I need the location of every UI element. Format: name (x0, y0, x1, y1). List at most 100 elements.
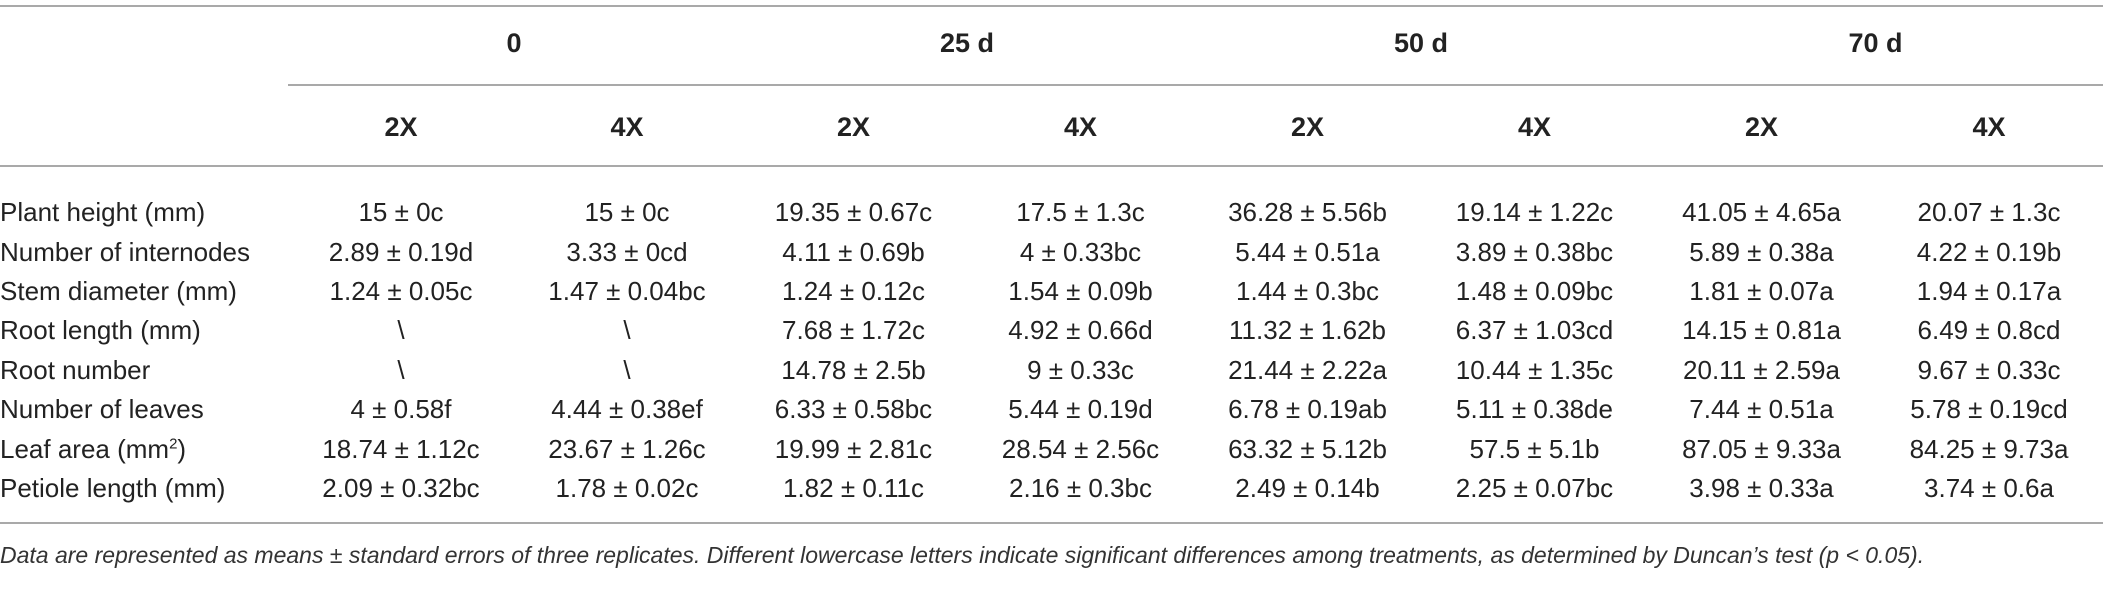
ploidy-header: 4X (1972, 112, 2006, 142)
table-cell: 3.74 ± 0.6a (1924, 472, 2054, 503)
table-cell: 1.94 ± 0.17a (1916, 275, 2062, 306)
table-cell: 6.33 ± 0.58bc (774, 394, 933, 425)
corner-cell (0, 86, 288, 169)
table-cell: 19.35 ± 0.67c (774, 197, 933, 228)
table-cell: 1.24 ± 0.05c (329, 275, 473, 306)
table-cell: 15 ± 0c (358, 197, 444, 228)
table-cell: 1.47 ± 0.04bc (548, 275, 706, 306)
table-cell: 14.78 ± 2.5b (781, 354, 926, 385)
row-label: Root length (mm) (0, 311, 288, 350)
table-cell: 14.15 ± 0.81a (1682, 315, 1841, 346)
row-label-suffix: ) (177, 433, 187, 464)
ploidy-header-row: 2X 4X 2X 4X 2X 4X 2X 4X (0, 86, 2103, 169)
table-body: Plant height (mm) 15 ± 0c 15 ± 0c 19.35 ± 0… (0, 193, 2103, 508)
table-cell: 5.44 ± 0.51a (1235, 236, 1380, 267)
table-cell: \ (397, 354, 405, 385)
table-cell: \ (623, 315, 631, 346)
table-cell: 19.14 ± 1.22c (1455, 197, 1614, 228)
table-bottom-rule (0, 522, 2103, 524)
table-cell: 5.89 ± 0.38a (1689, 236, 1834, 267)
row-label: Stem diameter (mm) (0, 272, 288, 311)
ploidy-header: 2X (836, 112, 871, 142)
table-cell: \ (623, 354, 631, 385)
table-cell: 21.44 ± 2.22a (1228, 354, 1387, 385)
time-header: 50 d (1393, 27, 1449, 58)
row-label-text: Petiole length (mm) (0, 472, 226, 503)
row-label-text: Root number (0, 354, 151, 385)
table-cell: 7.44 ± 0.51a (1689, 394, 1834, 425)
table-cell: 57.5 ± 5.1b (1469, 433, 1600, 464)
row-label-superscript: 2 (169, 434, 178, 452)
row-label: Number of internodes (0, 232, 288, 271)
table-cell: 1.44 ± 0.3bc (1236, 275, 1379, 306)
table-cell: 18.74 ± 1.12c (322, 433, 480, 464)
ploidy-header: 2X (384, 112, 418, 142)
table-cell: 1.24 ± 0.12c (782, 275, 925, 306)
table-cell: 4.92 ± 0.66d (1008, 315, 1153, 346)
table-cell: 20.07 ± 1.3c (1917, 197, 2061, 228)
table-row: Petiole length (mm) 2.09 ± 0.32bc 1.78 ± 0… (0, 469, 2103, 508)
table-cell: 41.05 ± 4.65a (1682, 197, 1841, 228)
row-label: Plant height (mm) (0, 193, 288, 232)
table-cell: 2.16 ± 0.3bc (1009, 472, 1152, 503)
table-row: Root number \ \ 14.78 ± 2.5b 9 ± 0.33c 21.44 … (0, 351, 2103, 390)
ploidy-header: 4X (1063, 112, 1098, 142)
row-label-text: Number of internodes (0, 236, 251, 267)
table-cell: 11.32 ± 1.62b (1229, 315, 1386, 346)
ploidy-header: 2X (1744, 112, 1779, 142)
table-cell: 20.11 ± 2.59a (1683, 354, 1840, 385)
ploidy-header: 4X (1517, 112, 1552, 142)
table-cell: 1.81 ± 0.07a (1689, 275, 1834, 306)
table-row: Leaf area (mm2) 18.74 ± 1.12c 23.67 ± 1.26… (0, 429, 2103, 468)
table-cell: 9.67 ± 0.33c (1917, 354, 2061, 385)
table-cell: 5.78 ± 0.19cd (1910, 394, 2068, 425)
table-cell: 7.68 ± 1.72c (782, 315, 925, 346)
corner-cell (0, 0, 288, 86)
table-cell: 19.99 ± 2.81c (774, 433, 933, 464)
table-cell: 5.11 ± 0.38de (1456, 394, 1613, 425)
time-header: 0 (506, 27, 522, 58)
table-cell: 23.67 ± 1.26c (548, 433, 706, 464)
table-cell: 17.5 ± 1.3c (1016, 197, 1145, 228)
table-row: Stem diameter (mm) 1.24 ± 0.05c 1.47 ± 0.0… (0, 272, 2103, 311)
table-cell: 5.44 ± 0.19d (1008, 394, 1153, 425)
table-cell: 2.25 ± 0.07bc (1455, 472, 1614, 503)
table-cell: 15 ± 0c (584, 197, 670, 228)
table-cell: 63.32 ± 5.12b (1228, 433, 1387, 464)
table-row: Number of internodes 2.89 ± 0.19d 3.33 ± 0… (0, 232, 2103, 271)
time-header-row: 0 25 d 50 d 70 d (0, 0, 2103, 86)
table-footnote: Data are represented as means ± standard… (0, 542, 1925, 568)
table-cell: 3.98 ± 0.33a (1689, 472, 1834, 503)
table-cell: 1.48 ± 0.09bc (1455, 275, 1614, 306)
row-label-text: Plant height (mm) (0, 197, 206, 228)
row-label: Petiole length (mm) (0, 469, 288, 508)
table-row: Number of leaves 4 ± 0.58f 4.44 ± 0.38ef 6.… (0, 390, 2103, 429)
table-cell: 2.89 ± 0.19d (328, 236, 474, 267)
table-cell: 1.82 ± 0.11c (783, 472, 924, 503)
time-header: 70 d (1848, 27, 1903, 58)
table-cell: 3.89 ± 0.38bc (1455, 236, 1614, 267)
table-cell: 36.28 ± 5.56b (1228, 197, 1387, 228)
row-label-text: Stem diameter (mm) (0, 275, 237, 306)
table-cell: 6.78 ± 0.19ab (1228, 394, 1387, 425)
table-cell: 6.49 ± 0.8cd (1917, 315, 2061, 346)
table-cell: 84.25 ± 9.73a (1909, 433, 2069, 464)
table-cell: 6.37 ± 1.03cd (1455, 315, 1614, 346)
spacer-row (0, 169, 2103, 193)
ploidy-header: 4X (610, 112, 644, 142)
row-label: Leaf area (mm2) (0, 429, 288, 468)
table-cell: 4 ± 0.58f (350, 394, 452, 425)
table-cell: 9 ± 0.33c (1027, 354, 1134, 385)
table-cell: \ (397, 315, 405, 346)
table-cell: 2.09 ± 0.32bc (322, 472, 480, 503)
table-cell: 87.05 ± 9.33a (1682, 433, 1841, 464)
header-bottom-rule (0, 165, 2103, 167)
table-cell: 4.44 ± 0.38ef (551, 394, 703, 425)
table-cell: 1.78 ± 0.02c (555, 472, 699, 503)
data-table: 0 25 d 50 d 70 d 2X 4X 2X 4X 2X 4X 2X 4X… (0, 0, 2103, 508)
table-cell: 2.49 ± 0.14b (1235, 472, 1380, 503)
table-cell: 4.11 ± 0.69b (782, 236, 925, 267)
time-header-rule (288, 84, 2103, 86)
table-cell: 4 ± 0.33bc (1019, 236, 1142, 267)
row-label-text: Leaf area (mm (0, 433, 170, 464)
